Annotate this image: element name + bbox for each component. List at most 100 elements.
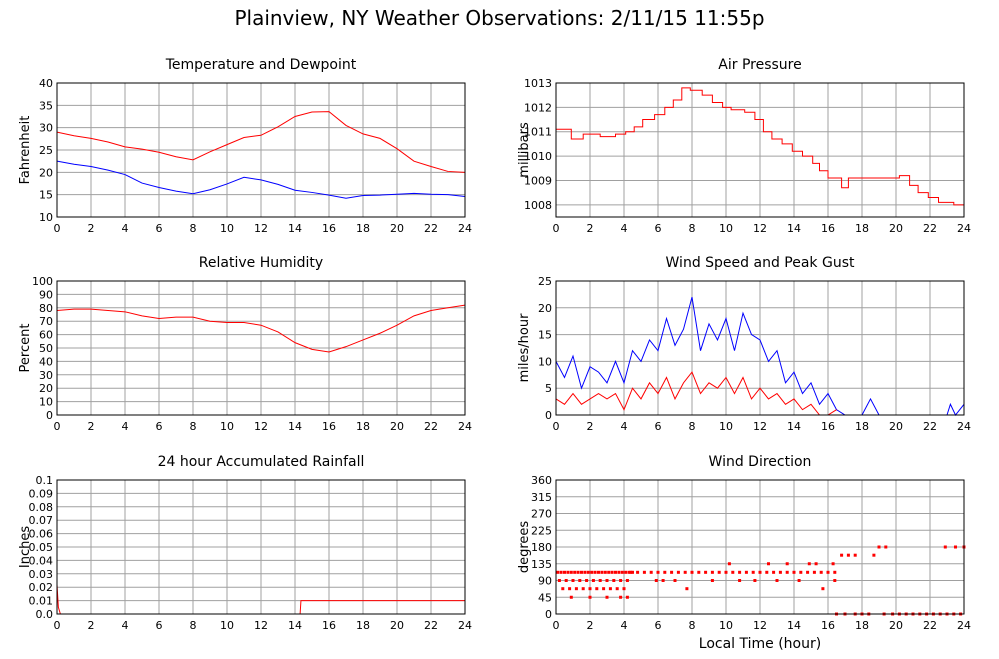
wind-x-tick-label: 24 [957,420,971,433]
direction-x-tick-label: 8 [689,619,696,632]
direction-point [767,562,770,566]
humidity-x-tick-label: 8 [190,420,197,433]
direction-point [656,570,660,574]
direction-point [654,579,658,582]
temp-x-tick-label: 20 [390,222,404,235]
direction-point [605,579,609,582]
direction-point [642,570,646,574]
direction-point [753,579,757,582]
temp-x-tick-label: 24 [458,222,472,235]
direction-point [884,545,888,549]
pressure-y-tick-label: 1012 [524,101,552,114]
direction-point [576,570,580,574]
pressure-x-tick-label: 10 [719,222,733,235]
rain-x-tick-label: 0 [54,619,61,632]
direction-point [569,570,573,574]
humidity-x-tick-label: 24 [458,420,472,433]
direction-point [597,570,600,574]
humidity-x-tick-label: 6 [156,420,163,433]
humidity-x-tick-label: 0 [54,420,61,433]
wind-x-tick-label: 8 [689,420,696,433]
rain-x-tick-label: 20 [390,619,404,632]
direction-point [685,587,689,591]
direction-point [853,553,857,557]
direction-point [690,570,694,574]
humidity-y-tick-label: 10 [39,396,53,409]
direction-point [738,579,742,582]
direction-point [580,570,583,574]
direction-x-tick-label: 24 [957,619,971,632]
humidity-x-tick-label: 12 [254,420,268,433]
humidity-x-tick-label: 18 [356,420,370,433]
temp-x-tick-label: 12 [254,222,268,235]
direction-x-tick-label: 6 [655,619,662,632]
direction-point [872,553,876,557]
direction-point [758,570,762,574]
temp-chart-title: Temperature and Dewpoint [165,57,357,73]
pressure-x-tick-label: 14 [787,222,801,235]
direction-point [676,570,680,574]
direction-point [619,595,623,599]
direction-point [833,570,837,574]
rain-chart-title: 24 hour Accumulated Rainfall [158,454,365,470]
direction-point [614,570,617,574]
humidity-x-tick-label: 14 [288,420,302,433]
direction-x-tick-label: 0 [553,619,560,632]
wind-x-tick-label: 18 [855,420,869,433]
rain-x-tick-label: 12 [254,619,268,632]
direction-point [738,570,742,574]
rain-chart: 0 2 4 6 8 10 12 14 16 18 20 22 240.00.010.020.030.04… [18,454,472,632]
direction-x-tick-label: 18 [855,619,869,632]
rain-x-tick-label: 4 [122,619,129,632]
direction-point [600,570,604,574]
rain-x-tick-label: 2 [88,619,95,632]
direction-point [846,553,850,557]
humidity-chart: 0 2 4 6 8 10 12 14 16 18 20 22 240102030405060708090… [18,255,472,433]
wind-x-tick-label: 4 [621,420,628,433]
humidity-frame [56,280,466,416]
direction-point [636,570,640,574]
direction-point [710,570,714,574]
wind-x-tick-label: 20 [889,420,903,433]
direction-point [670,570,674,574]
direction-y-tick-label: 0 [545,608,552,621]
direction-point [797,579,801,582]
direction-point [724,570,728,574]
direction-point [590,570,594,574]
humidity-y-tick-label: 80 [39,302,53,315]
direction-point [559,570,563,574]
direction-x-tick-label: 4 [621,619,628,632]
direction-point [585,579,589,582]
wind-y-tick-label: 0 [545,409,552,422]
direction-point [943,545,947,549]
wind-series-line-1 [555,371,837,416]
temp-y-tick-label: 35 [39,99,53,112]
humidity-x-tick-label: 22 [424,420,438,433]
wind-x-tick-label: 22 [923,420,937,433]
pressure-x-tick-label: 8 [689,222,696,235]
direction-point [785,570,789,574]
direction-point [954,545,957,549]
rain-x-tick-label: 14 [288,619,302,632]
direction-x-tick-label: 14 [787,619,801,632]
direction-point [697,570,701,574]
temp-x-tick-label: 16 [322,222,336,235]
direction-point [581,587,585,591]
pressure-x-tick-label: 6 [655,222,662,235]
direction-point [649,570,653,574]
pressure-series-line-0 [556,87,965,208]
rain-y-tick-label: 0.03 [29,568,54,581]
direction-point [710,579,714,582]
temp-x-tick-label: 14 [288,222,302,235]
direction-point [833,579,837,582]
pressure-x-tick-label: 20 [889,222,903,235]
humidity-y-tick-label: 60 [39,329,53,342]
rain-x-tick-label: 24 [458,619,472,632]
direction-point [564,579,568,582]
direction-point [598,579,602,582]
rain-x-tick-label: 16 [322,619,336,632]
pressure-y-tick-label: 1008 [524,199,552,212]
rain-y-tick-label: 0.0 [36,608,54,621]
humidity-y-axis-label: Percent [18,324,33,373]
humidity-y-tick-label: 40 [39,355,53,368]
